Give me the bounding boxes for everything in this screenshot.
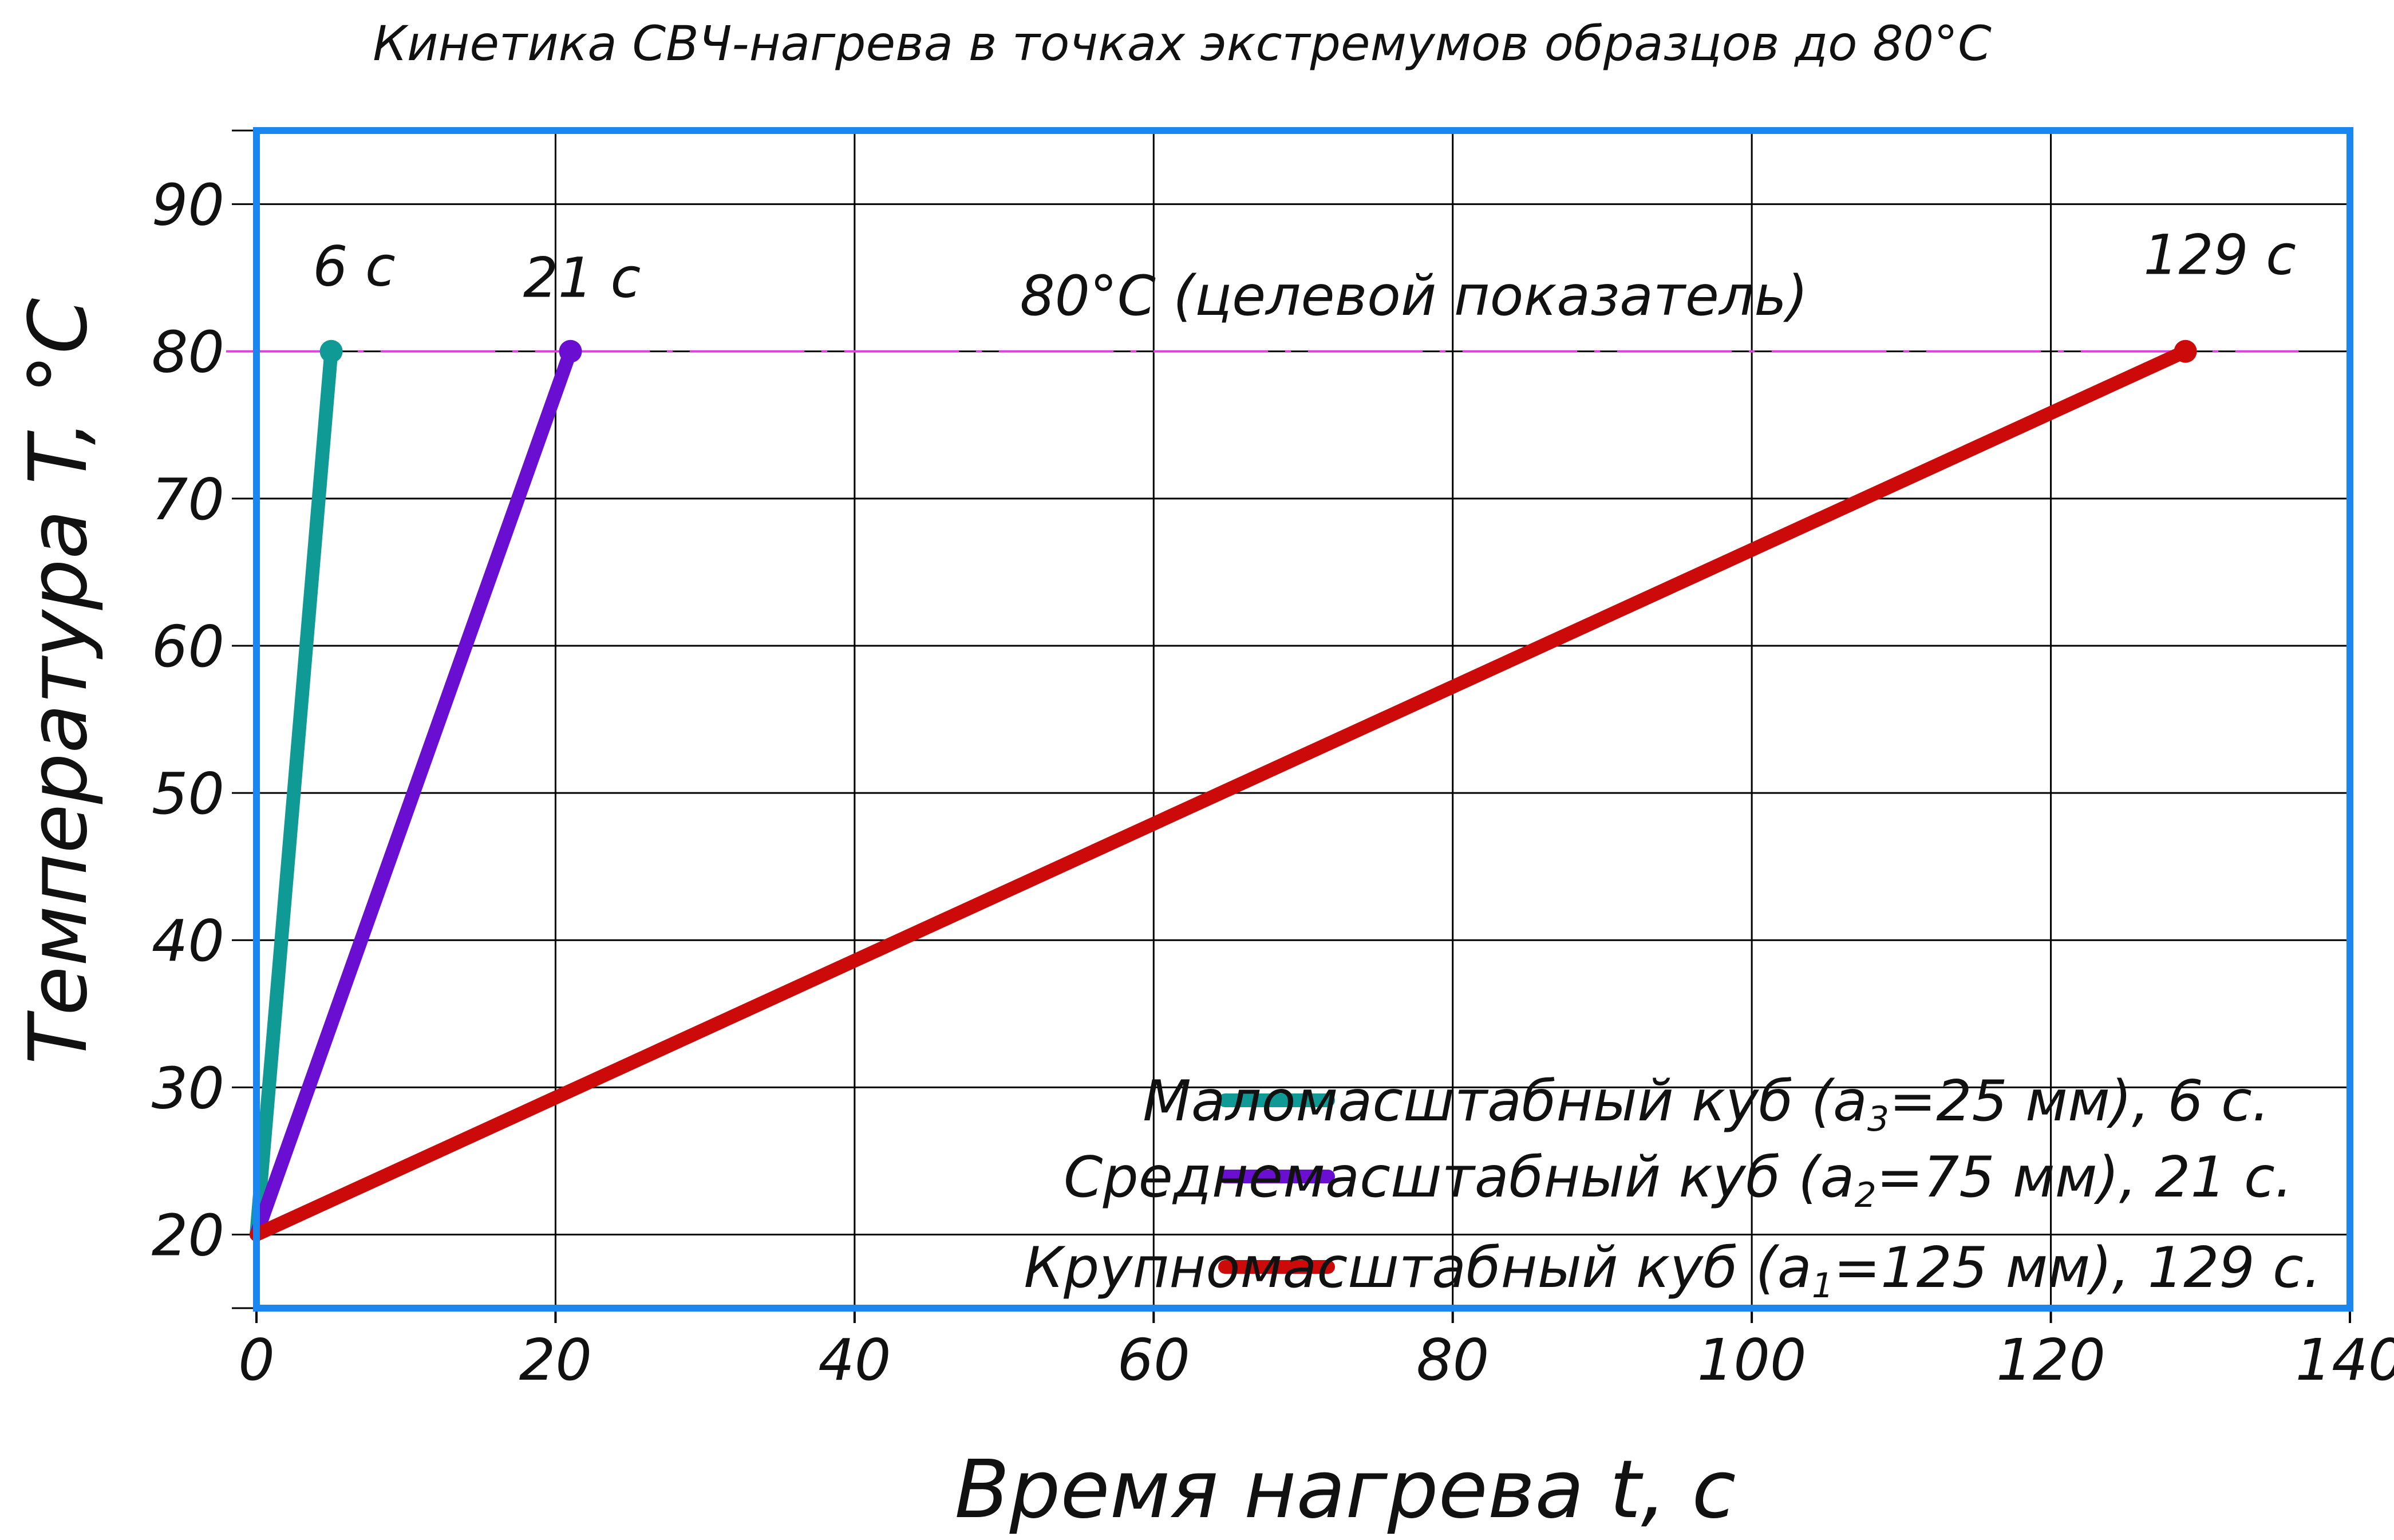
series-end-point-3 — [2174, 339, 2197, 363]
x-tick-label-60: 60 — [1117, 1326, 1190, 1393]
y-tick-label-70: 70 — [152, 466, 224, 533]
y-tick-label-50: 50 — [152, 760, 224, 827]
series-end-label-1: 6 с — [313, 235, 395, 299]
x-axis-label: Время нагрева t, с — [955, 1443, 1736, 1537]
legend-label-tail: =75 мм), 21 с. — [1877, 1145, 2293, 1210]
legend-label-tail: =25 мм), 6 с. — [1889, 1069, 2270, 1134]
y-tick-label-20: 20 — [152, 1202, 224, 1269]
target-line-group: 80°С (целевой показатель) — [226, 264, 2298, 353]
y-tick-label-30: 30 — [152, 1055, 224, 1122]
series-group: 6 с 21 с 129 с — [250, 223, 2296, 1242]
x-tick-label-100: 100 — [1697, 1326, 1807, 1393]
legend-label-name: Крупномасштабный куб (a — [1024, 1235, 1812, 1301]
x-tick-label-0: 0 — [238, 1326, 275, 1393]
series-line-1 — [250, 344, 338, 1242]
series-line-3 — [250, 344, 2192, 1242]
x-tick-label-40: 40 — [818, 1326, 891, 1393]
legend-label-2: Среднемасштабный куб (a2=75 мм), 21 с. — [1064, 1145, 2293, 1215]
y-tick-label-80: 80 — [152, 319, 224, 386]
target-line-label: 80°С (целевой показатель) — [1020, 264, 1808, 328]
y-axis-label-text: Температура T, — [12, 394, 105, 1064]
legend-label-tail: =125 мм), 129 с. — [1834, 1235, 2321, 1301]
x-tick-label-20: 20 — [519, 1326, 592, 1393]
x-tick-label-140: 140 — [2296, 1326, 2394, 1393]
y-tick-label-90: 90 — [152, 172, 224, 239]
y-axis-label: Температура T, °С — [12, 298, 105, 1064]
y-axis-label-unit: °С — [12, 298, 105, 394]
series-end-point-2 — [559, 339, 582, 363]
legend-label-subscript: 1 — [1812, 1266, 1834, 1306]
legend-label-subscript: 2 — [1855, 1175, 1877, 1215]
series-line-2 — [250, 344, 578, 1242]
legend-label-1: Маломасштабный куб (a3=25 мм), 6 с. — [1143, 1069, 2270, 1139]
y-tick-label-40: 40 — [152, 907, 224, 974]
legend-label-3: Крупномасштабный куб (a1=125 мм), 129 с. — [1024, 1235, 2322, 1306]
legend-label-subscript: 3 — [1867, 1099, 1889, 1139]
chart-title: Кинетика СВЧ-нагрева в точках экстремумо… — [373, 15, 1992, 72]
chart-title-unit: °С — [1934, 15, 1992, 72]
legend-label-name: Маломасштабный куб (a — [1143, 1069, 1867, 1134]
series-end-label-3: 129 с — [2143, 223, 2296, 287]
x-tick-label-120: 120 — [1996, 1326, 2105, 1393]
y-tick-label-60: 60 — [152, 613, 224, 680]
legend: Маломасштабный куб (a3=25 мм), 6 с.Средн… — [1024, 1069, 2322, 1306]
legend-label-name: Среднемасштабный куб (a — [1064, 1145, 1855, 1210]
series-end-point-1 — [319, 339, 343, 363]
x-tick-label-80: 80 — [1416, 1326, 1489, 1393]
chart-title-text: Кинетика СВЧ-нагрева в точках экстремумо… — [373, 15, 1934, 72]
plot-frame — [253, 127, 2353, 1312]
series-end-label-2: 21 с — [523, 246, 641, 310]
